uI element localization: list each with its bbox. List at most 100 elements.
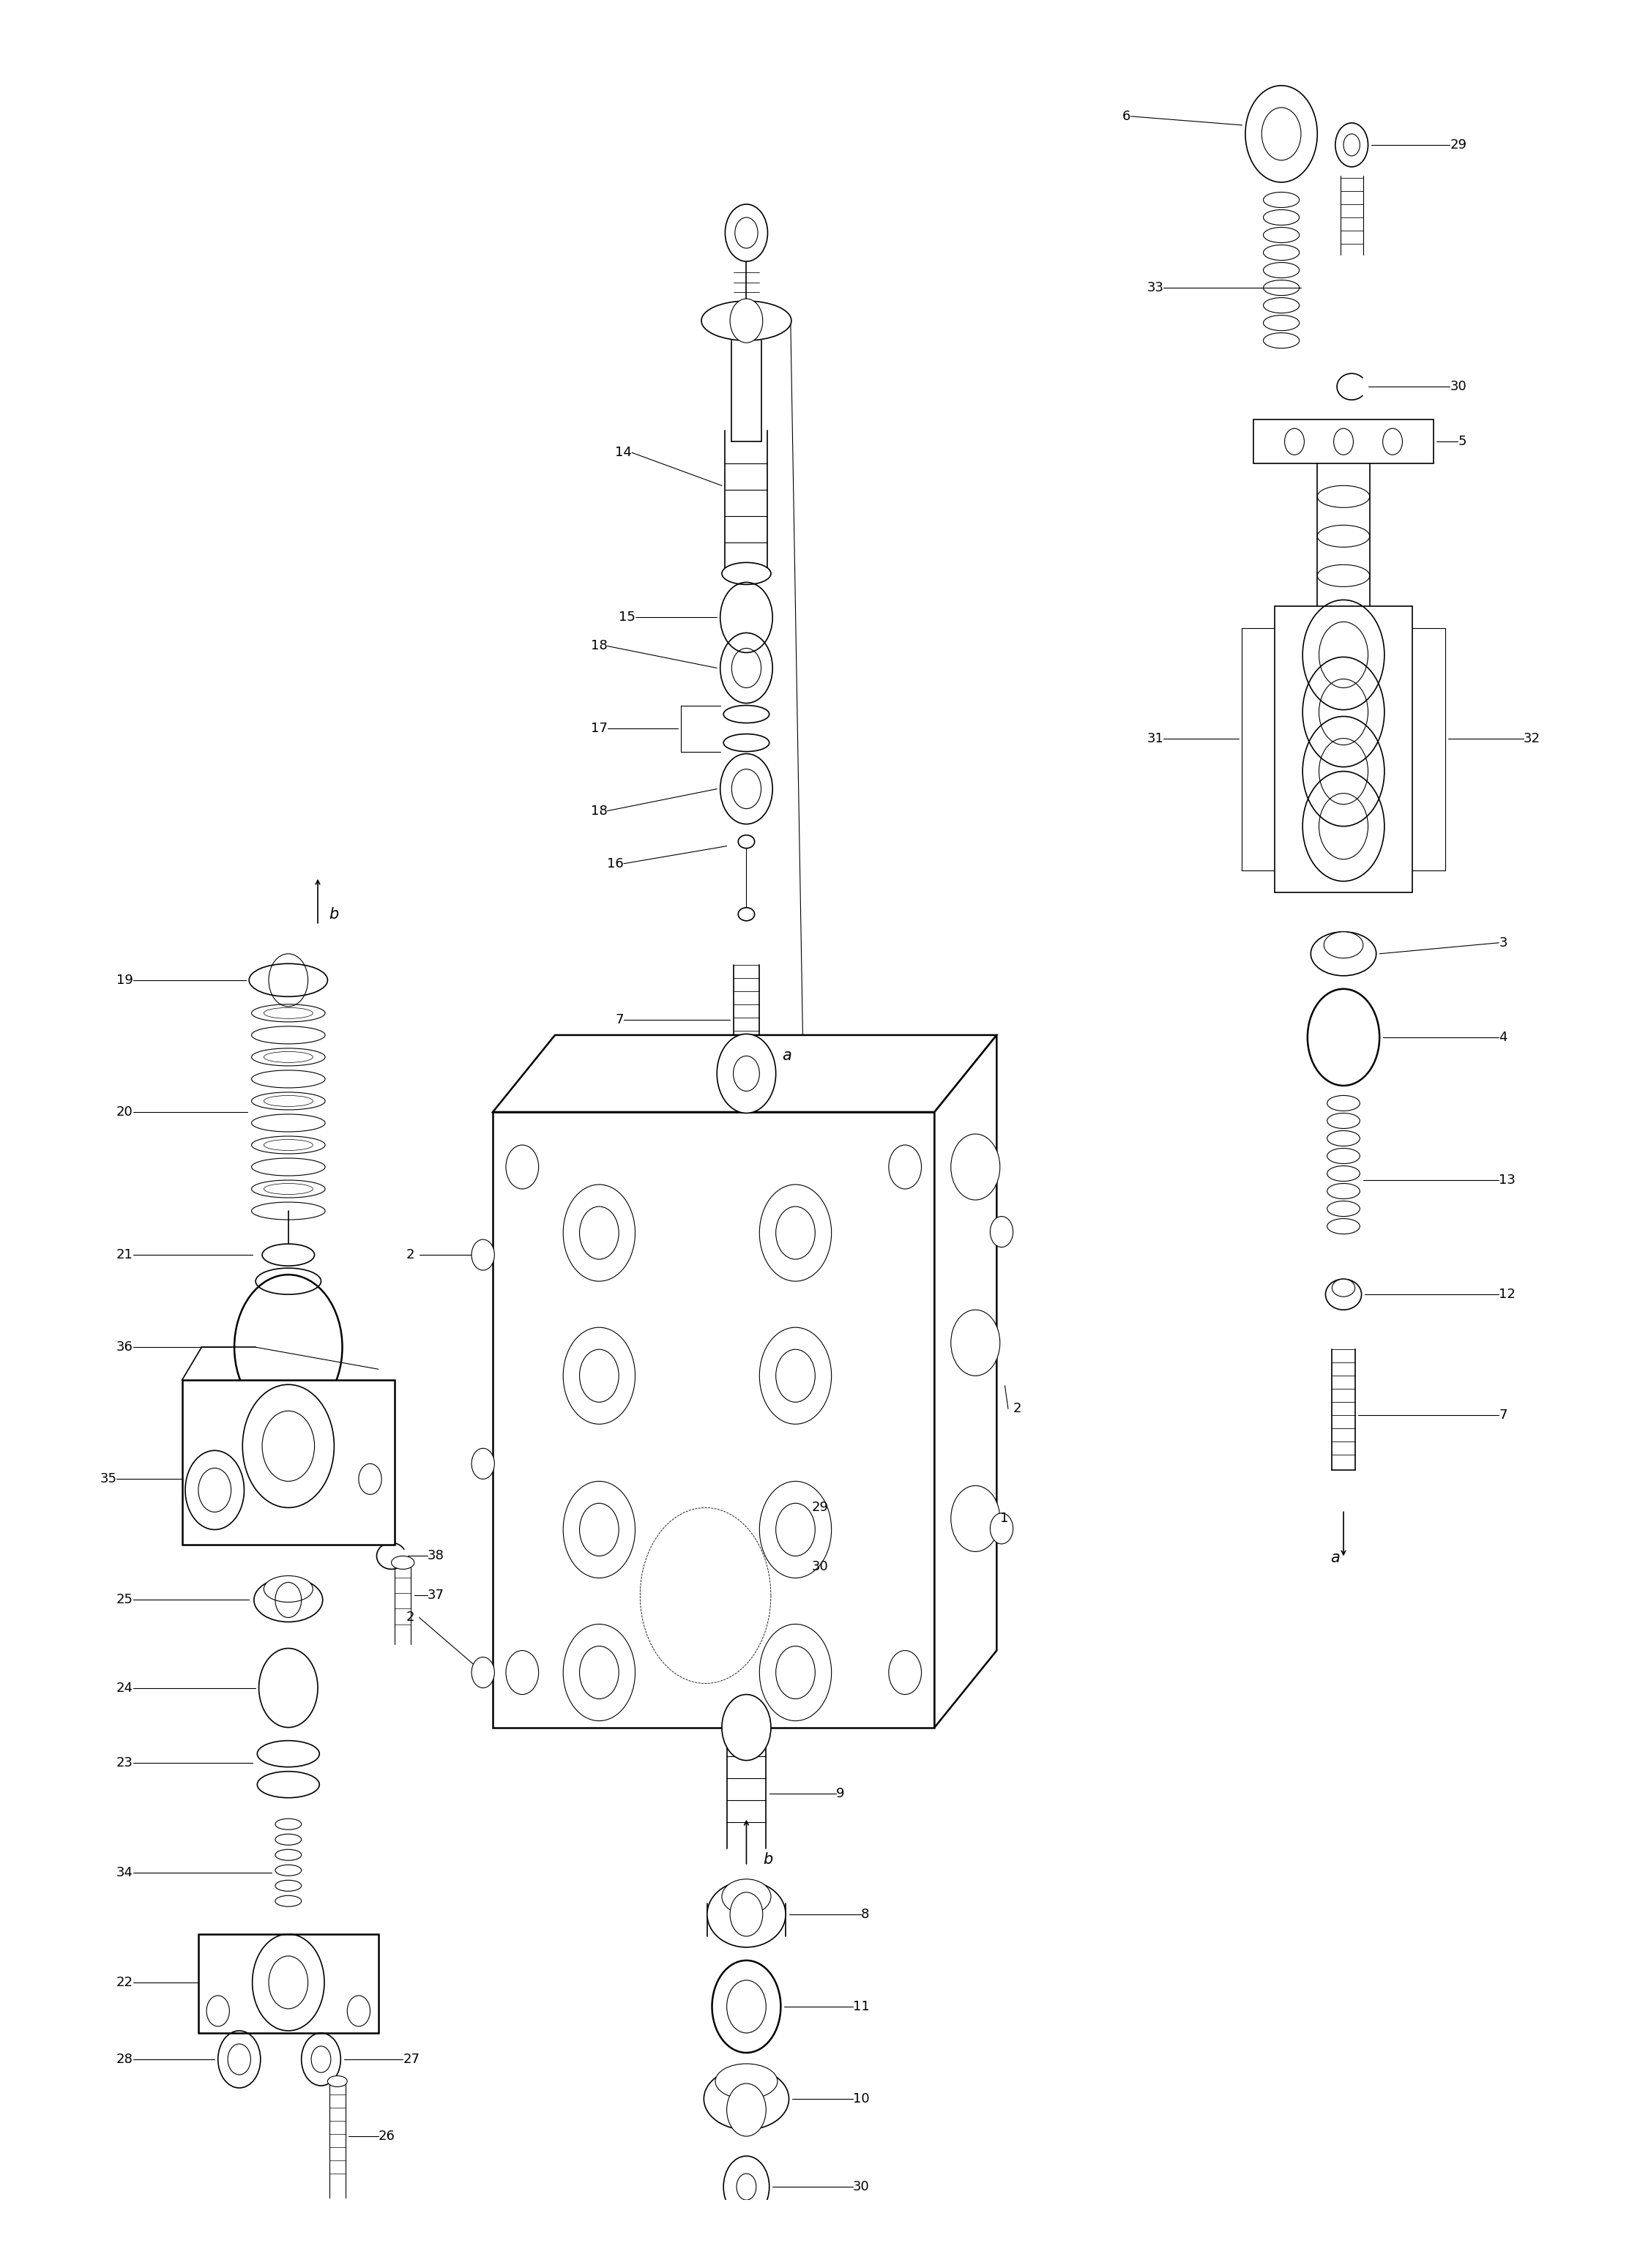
Ellipse shape bbox=[256, 1268, 321, 1295]
Text: 25: 25 bbox=[116, 1594, 133, 1606]
Polygon shape bbox=[492, 1034, 997, 1111]
Text: 8: 8 bbox=[861, 1907, 869, 1921]
Circle shape bbox=[776, 1349, 815, 1402]
Bar bbox=[1274, 606, 1412, 891]
Text: 9: 9 bbox=[836, 1787, 845, 1801]
Ellipse shape bbox=[722, 1880, 771, 1914]
Text: 37: 37 bbox=[428, 1590, 444, 1601]
Ellipse shape bbox=[722, 562, 771, 585]
Circle shape bbox=[563, 1481, 635, 1579]
Circle shape bbox=[579, 1504, 618, 1556]
Text: 35: 35 bbox=[100, 1472, 116, 1486]
Ellipse shape bbox=[328, 2075, 348, 2087]
Circle shape bbox=[505, 1145, 538, 1188]
Circle shape bbox=[472, 1658, 494, 1687]
Text: 10: 10 bbox=[853, 2093, 869, 2105]
Circle shape bbox=[759, 1624, 831, 1721]
Text: a: a bbox=[1330, 1551, 1340, 1565]
Circle shape bbox=[563, 1184, 635, 1281]
Text: 12: 12 bbox=[1499, 1288, 1515, 1302]
Circle shape bbox=[579, 1207, 618, 1259]
Text: 5: 5 bbox=[1458, 435, 1466, 449]
Text: 11: 11 bbox=[853, 2000, 869, 2014]
Circle shape bbox=[776, 1647, 815, 1699]
Ellipse shape bbox=[257, 1740, 320, 1767]
Circle shape bbox=[991, 1513, 1014, 1545]
Text: 34: 34 bbox=[116, 1867, 133, 1880]
Ellipse shape bbox=[1310, 932, 1376, 975]
Circle shape bbox=[991, 1216, 1014, 1247]
Ellipse shape bbox=[254, 1579, 323, 1622]
Text: 2: 2 bbox=[405, 1247, 415, 1261]
Text: 21: 21 bbox=[116, 1247, 133, 1261]
Circle shape bbox=[1383, 429, 1402, 456]
Circle shape bbox=[722, 1694, 771, 1760]
Text: 22: 22 bbox=[116, 1975, 133, 1989]
Circle shape bbox=[725, 204, 768, 261]
Text: 27: 27 bbox=[403, 2053, 420, 2066]
Circle shape bbox=[735, 218, 758, 247]
Ellipse shape bbox=[1332, 1279, 1355, 1297]
Circle shape bbox=[733, 1057, 759, 1091]
Circle shape bbox=[730, 1892, 763, 1937]
Text: 16: 16 bbox=[607, 857, 623, 871]
Ellipse shape bbox=[738, 835, 754, 848]
Text: 6: 6 bbox=[1122, 109, 1132, 122]
Ellipse shape bbox=[738, 907, 754, 921]
Text: 15: 15 bbox=[618, 610, 635, 624]
Text: 7: 7 bbox=[615, 1014, 623, 1027]
Text: 23: 23 bbox=[116, 1755, 133, 1769]
Ellipse shape bbox=[249, 964, 328, 996]
Bar bbox=[492, 1111, 935, 1728]
Circle shape bbox=[759, 1184, 831, 1281]
Text: 13: 13 bbox=[1499, 1173, 1515, 1186]
Circle shape bbox=[717, 1034, 776, 1114]
Circle shape bbox=[951, 1134, 1000, 1200]
Text: 30: 30 bbox=[1450, 381, 1466, 392]
Circle shape bbox=[563, 1327, 635, 1424]
Text: 29: 29 bbox=[1450, 138, 1466, 152]
Text: 32: 32 bbox=[1524, 733, 1540, 744]
Text: 20: 20 bbox=[116, 1105, 133, 1118]
Text: 31: 31 bbox=[1146, 733, 1163, 744]
Text: 30: 30 bbox=[812, 1560, 828, 1574]
Text: 18: 18 bbox=[590, 805, 607, 816]
Circle shape bbox=[579, 1647, 618, 1699]
Ellipse shape bbox=[392, 1556, 415, 1569]
Text: 7: 7 bbox=[1499, 1408, 1507, 1422]
Text: 3: 3 bbox=[1499, 937, 1507, 950]
Circle shape bbox=[951, 1486, 1000, 1551]
Circle shape bbox=[889, 1651, 922, 1694]
Text: 18: 18 bbox=[590, 640, 607, 653]
Ellipse shape bbox=[264, 1576, 313, 1601]
Ellipse shape bbox=[704, 2068, 789, 2130]
Circle shape bbox=[505, 1651, 538, 1694]
Circle shape bbox=[759, 1481, 831, 1579]
Circle shape bbox=[759, 1327, 831, 1424]
Circle shape bbox=[1333, 429, 1353, 456]
Circle shape bbox=[727, 2084, 766, 2136]
Circle shape bbox=[472, 1449, 494, 1479]
Text: 26: 26 bbox=[379, 2130, 395, 2143]
Polygon shape bbox=[935, 1034, 997, 1728]
Text: 36: 36 bbox=[116, 1340, 133, 1354]
Ellipse shape bbox=[1325, 1279, 1361, 1311]
Ellipse shape bbox=[702, 302, 792, 340]
Text: 30: 30 bbox=[853, 2180, 869, 2193]
Circle shape bbox=[951, 1311, 1000, 1377]
Text: 19: 19 bbox=[116, 973, 133, 987]
Text: 2: 2 bbox=[1014, 1402, 1022, 1415]
Text: 24: 24 bbox=[116, 1681, 133, 1694]
Text: a: a bbox=[782, 1048, 792, 1064]
Text: b: b bbox=[763, 1853, 772, 1867]
Text: 38: 38 bbox=[428, 1549, 444, 1563]
Polygon shape bbox=[1253, 420, 1433, 463]
Text: 17: 17 bbox=[590, 721, 607, 735]
Circle shape bbox=[563, 1624, 635, 1721]
Text: 29: 29 bbox=[812, 1501, 828, 1515]
Text: 2: 2 bbox=[405, 1610, 415, 1624]
Circle shape bbox=[889, 1145, 922, 1188]
Text: 28: 28 bbox=[116, 2053, 133, 2066]
Text: b: b bbox=[330, 907, 339, 921]
Text: 1: 1 bbox=[1000, 1513, 1009, 1524]
